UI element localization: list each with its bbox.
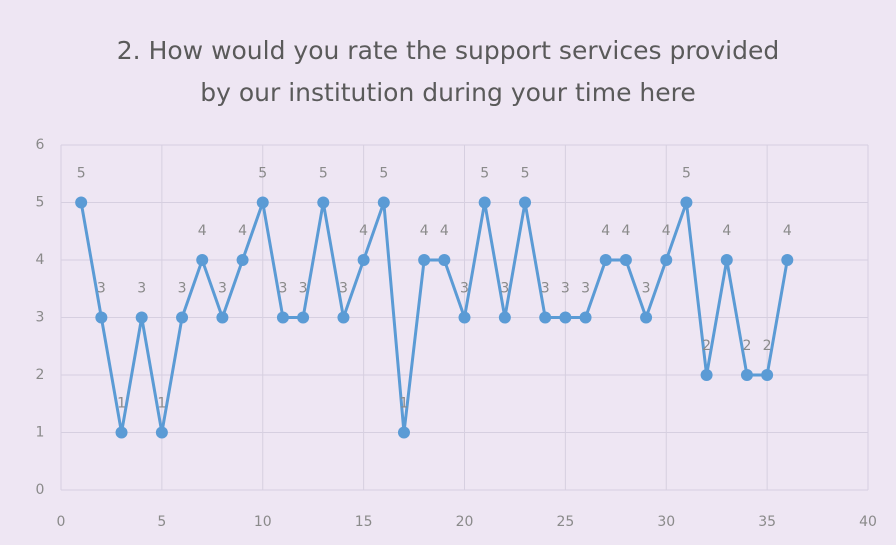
chart-title: 2. How would you rate the support servic… (116, 36, 780, 107)
data-point (176, 311, 189, 324)
data-point (781, 254, 794, 266)
y-tick-label: 1 (36, 425, 45, 441)
data-point (478, 196, 491, 209)
data-point (397, 426, 410, 439)
x-tick-label: 25 (556, 514, 574, 530)
data-point (155, 426, 168, 439)
data-label: 3 (178, 281, 187, 297)
data-point (559, 311, 572, 324)
data-label: 4 (359, 223, 368, 239)
data-label: 4 (440, 223, 449, 239)
data-point (95, 311, 108, 324)
data-point (700, 369, 713, 381)
y-tick-label: 2 (36, 367, 45, 383)
x-tick-label: 10 (254, 514, 272, 530)
data-point (135, 311, 148, 324)
data-label: 4 (722, 223, 731, 239)
x-tick-label: 30 (657, 514, 675, 530)
data-label: 4 (621, 223, 630, 239)
x-tick-label: 15 (355, 514, 373, 530)
data-label: 3 (218, 281, 227, 297)
data-label: 3 (339, 281, 348, 297)
series-line (79, 196, 789, 433)
data-point (337, 311, 350, 324)
data-point (276, 311, 289, 324)
data-label: 4 (238, 223, 247, 239)
data-label: 4 (601, 223, 610, 239)
data-label: 2 (702, 338, 711, 354)
data-point (357, 254, 370, 266)
data-label: 3 (581, 281, 590, 297)
data-label: 4 (420, 223, 429, 239)
data-label: 3 (299, 281, 308, 297)
data-label: 3 (137, 281, 146, 297)
x-tick-label: 20 (456, 514, 474, 530)
data-point (236, 254, 249, 266)
data-label: 3 (97, 281, 106, 297)
x-tick-label: 40 (859, 514, 877, 530)
data-point (438, 254, 451, 266)
data-label: 5 (521, 166, 530, 182)
data-label: 3 (460, 281, 469, 297)
data-point (297, 311, 310, 324)
data-point (599, 254, 612, 266)
data-point (256, 196, 269, 209)
data-point (75, 196, 88, 209)
y-tick-label: 0 (36, 482, 45, 498)
data-point (115, 426, 128, 439)
x-tick-label: 0 (57, 514, 66, 530)
data-label: 5 (319, 166, 328, 182)
data-point (458, 311, 471, 324)
data-label: 1 (400, 396, 409, 412)
data-label: 5 (379, 166, 388, 182)
data-point (761, 369, 774, 381)
data-label: 3 (500, 281, 509, 297)
data-label: 4 (662, 223, 671, 239)
y-tick-label: 4 (36, 252, 45, 268)
data-label: 3 (278, 281, 287, 297)
data-label: 5 (258, 166, 267, 182)
data-label: 5 (682, 166, 691, 182)
data-point (519, 196, 532, 209)
data-point (539, 311, 552, 324)
data-point (196, 254, 209, 266)
data-label: 5 (480, 166, 489, 182)
data-label: 1 (117, 396, 126, 412)
data-point (216, 311, 229, 324)
data-point (317, 196, 330, 209)
data-point (660, 254, 673, 266)
data-point (377, 196, 390, 209)
data-point (680, 196, 693, 209)
data-label: 4 (198, 223, 207, 239)
data-point (418, 254, 431, 266)
data-label: 3 (561, 281, 570, 297)
data-label: 5 (77, 166, 86, 182)
x-tick-label: 5 (157, 514, 166, 530)
data-point (740, 369, 753, 381)
data-point (579, 311, 592, 324)
y-tick-label: 5 (36, 195, 45, 211)
x-tick-label: 35 (758, 514, 776, 530)
data-label: 2 (763, 338, 772, 354)
y-tick-label: 3 (36, 310, 45, 326)
data-point (640, 311, 653, 324)
data-point (619, 254, 632, 266)
data-label: 3 (642, 281, 651, 297)
data-label: 2 (742, 338, 751, 354)
y-tick-label: 6 (36, 137, 45, 153)
data-point (498, 311, 511, 324)
data-label: 1 (157, 396, 166, 412)
data-label: 4 (783, 223, 792, 239)
data-label: 3 (541, 281, 550, 297)
data-point (720, 254, 733, 266)
